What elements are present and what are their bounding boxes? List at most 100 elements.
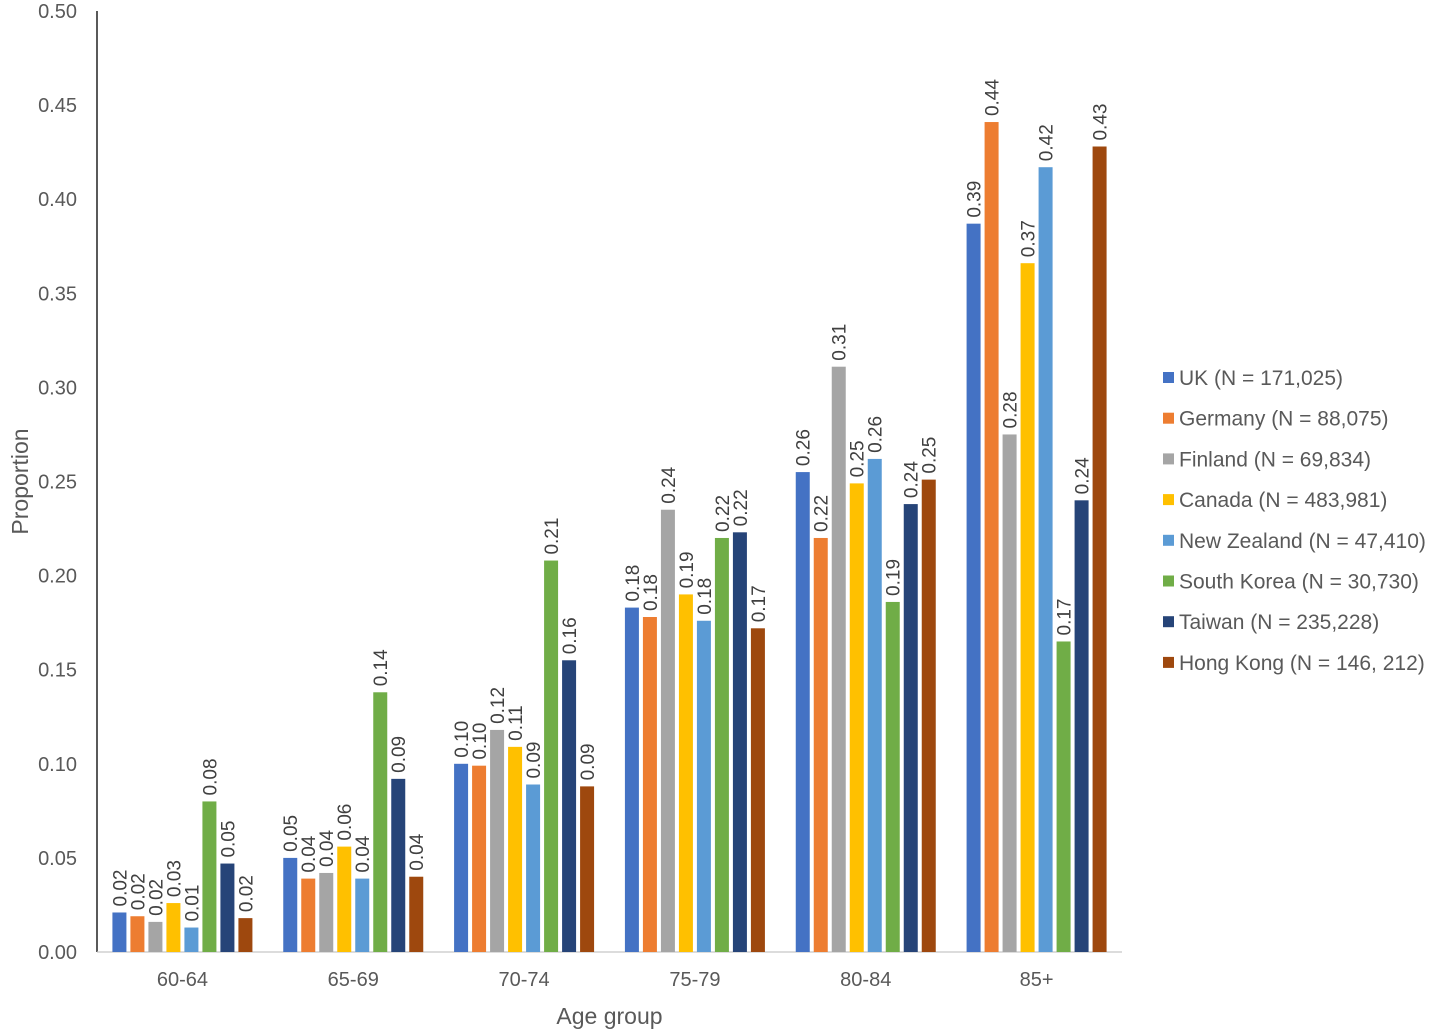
bar: [714, 537, 729, 952]
bar: [202, 801, 217, 952]
bar: [544, 560, 559, 952]
data-label: 0.18: [641, 574, 662, 611]
legend-item: Taiwan (N = 235,228): [1163, 611, 1379, 634]
bar: [301, 878, 316, 952]
bar: [831, 366, 846, 952]
bar: [184, 927, 199, 952]
bar: [220, 863, 235, 952]
legend-label: Germany (N = 88,075): [1179, 408, 1389, 431]
bar: [1002, 434, 1017, 952]
bar: [238, 918, 253, 952]
bar: [1038, 167, 1053, 952]
data-label: 0.04: [353, 835, 374, 872]
x-tick-label: 65-69: [328, 969, 379, 991]
y-axis: 0.00 0.05 0.10 0.15 0.20 0.25 0.30 0.35 0.40 0.45…: [38, 1, 98, 964]
legend-item: New Zealand (N = 47,410): [1163, 530, 1426, 553]
bar: [885, 601, 900, 952]
bars: [112, 122, 1107, 952]
data-label: 0.03: [164, 860, 185, 897]
bar: [472, 765, 487, 952]
legend-swatch: [1163, 453, 1174, 465]
x-tick-label: 85+: [1020, 969, 1054, 991]
bar: [813, 537, 828, 952]
data-label: 0.31: [830, 324, 851, 361]
x-tick-label: 70-74: [499, 969, 550, 991]
x-axis: 60-64 65-69 70-74 75-79 80-84 85+: [97, 951, 1122, 991]
legend-label: Taiwan (N = 235,228): [1179, 611, 1379, 634]
data-labels: 0.020.020.020.030.010.080.050.020.050.04…: [110, 79, 1111, 922]
data-label: 0.16: [560, 617, 581, 654]
bar: [337, 846, 352, 952]
bar: [112, 912, 127, 952]
bar: [678, 594, 693, 952]
legend-item: Canada (N = 483,981): [1163, 489, 1387, 512]
legend-item: UK (N = 171,025): [1163, 367, 1343, 390]
bar: [1074, 500, 1089, 952]
y-tick-label: 0.40: [38, 189, 77, 211]
data-label: 0.02: [236, 875, 257, 912]
data-label: 0.22: [731, 489, 752, 526]
data-label: 0.04: [299, 835, 320, 872]
bar: [166, 903, 181, 952]
data-label: 0.09: [389, 736, 410, 773]
bar: [966, 223, 981, 952]
x-axis-title: Age group: [556, 1003, 662, 1029]
legend-swatch: [1163, 372, 1174, 383]
y-tick-label: 0.30: [38, 377, 77, 399]
bar: [490, 729, 505, 952]
data-label: 0.14: [371, 649, 392, 686]
legend-swatch: [1163, 656, 1174, 668]
legend-label: Hong Kong (N = 146, 212): [1179, 652, 1425, 675]
data-label: 0.28: [1001, 391, 1022, 428]
y-tick-label: 0.05: [38, 848, 77, 870]
bar: [373, 692, 388, 952]
bar: [795, 472, 810, 952]
data-label: 0.06: [335, 804, 356, 841]
bar: [732, 532, 747, 952]
data-label: 0.05: [281, 815, 302, 852]
bar: [624, 607, 639, 952]
data-label: 0.37: [1019, 220, 1040, 257]
legend-label: South Korea (N = 30,730): [1179, 571, 1419, 594]
data-label: 0.09: [524, 742, 545, 779]
data-label: 0.43: [1091, 104, 1112, 141]
x-tick-label: 80-84: [840, 969, 891, 991]
bar: [283, 857, 298, 952]
bar: [580, 786, 595, 952]
data-label: 0.05: [218, 821, 239, 858]
bar: [1056, 641, 1071, 952]
bar: [130, 916, 145, 952]
y-tick-label: 0.35: [38, 283, 77, 305]
bar: [508, 746, 523, 952]
data-label: 0.17: [749, 585, 770, 622]
data-label: 0.02: [110, 869, 131, 906]
bar: [867, 458, 882, 952]
data-label: 0.02: [128, 873, 149, 910]
legend-item: Finland (N = 69,834): [1163, 448, 1371, 471]
data-label: 0.42: [1037, 124, 1058, 161]
y-tick-label: 0.15: [38, 660, 77, 682]
legend-item: Hong Kong (N = 146, 212): [1163, 652, 1425, 675]
bar: [1020, 263, 1035, 952]
bar: [849, 483, 864, 952]
legend: UK (N = 171,025) Germany (N = 88,075) Finl…: [1163, 367, 1426, 675]
y-tick-label: 0.20: [38, 566, 77, 588]
bar: [148, 921, 163, 952]
data-label: 0.19: [884, 559, 905, 596]
legend-swatch: [1163, 575, 1174, 587]
y-axis-title: Proportion: [7, 428, 33, 534]
legend-swatch: [1163, 494, 1174, 506]
legend-swatch: [1163, 412, 1174, 424]
bar: [526, 784, 541, 952]
bar: [921, 479, 936, 952]
data-label: 0.25: [848, 440, 869, 477]
bar: [409, 876, 424, 952]
data-label: 0.21: [542, 518, 563, 555]
data-label: 0.02: [146, 879, 167, 916]
data-label: 0.26: [794, 429, 815, 466]
data-label: 0.24: [659, 466, 680, 503]
legend-item: South Korea (N = 30,730): [1163, 571, 1419, 594]
bar: [454, 763, 469, 952]
legend-item: Germany (N = 88,075): [1163, 408, 1389, 431]
